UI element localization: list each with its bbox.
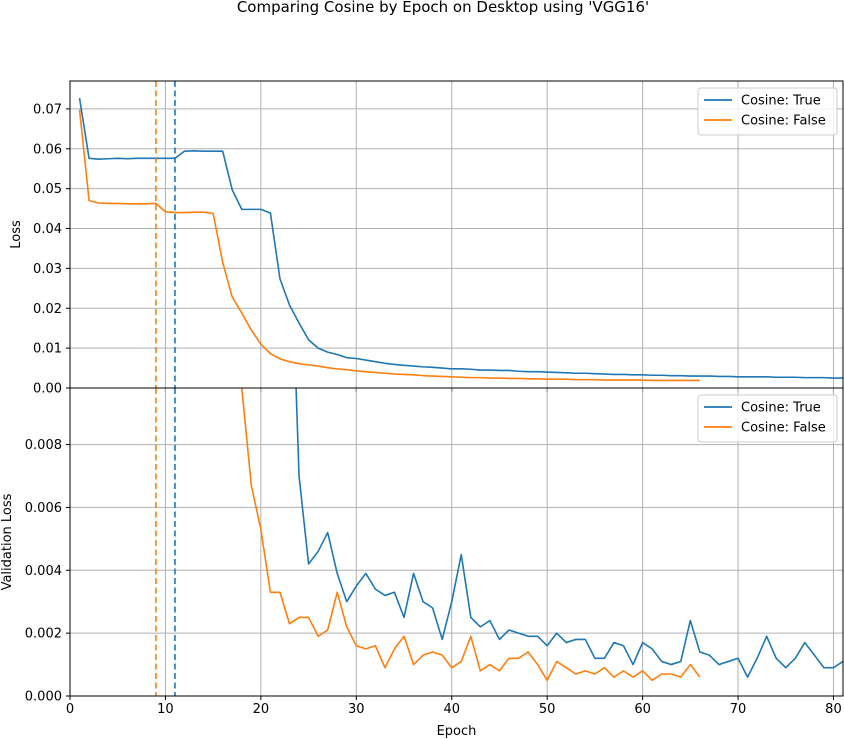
y-tick-label: 0.03	[33, 262, 62, 277]
legend-label-cosine-false: Cosine: False	[741, 421, 826, 436]
y-tick-label: 0.004	[25, 564, 62, 579]
x-tick-label: 60	[634, 702, 651, 717]
y-axis-label: Validation Loss	[0, 493, 15, 590]
y-tick-label: 0.01	[33, 342, 62, 357]
legend-label-cosine-true: Cosine: True	[741, 401, 821, 416]
legend-label-cosine-false: Cosine: False	[741, 114, 826, 129]
y-tick-label: 0.002	[25, 627, 62, 642]
x-axis-label: Epoch	[437, 724, 477, 739]
panel-top: 0.00 0.01 0.02 0.03 0.04 0.05 0.06 0.07 Loss Cosi…	[9, 80, 844, 397]
x-tick-label: 40	[443, 702, 460, 717]
x-tick-label: 20	[253, 702, 270, 717]
legend: Cosine: True Cosine: False	[697, 394, 838, 443]
x-tick-label: 50	[539, 702, 556, 717]
x-tick-label: 10	[157, 702, 174, 717]
x-tick-label: 30	[348, 702, 365, 717]
legend: Cosine: True Cosine: False	[697, 87, 838, 136]
legend-box	[697, 87, 838, 136]
y-axis-label: Loss	[9, 220, 24, 249]
series-line-cosine-false	[240, 388, 701, 682]
y-tick-label: 0.04	[33, 222, 62, 237]
x-tick-label: 70	[730, 702, 747, 717]
x-tick-label: 0	[66, 702, 74, 717]
legend-label-cosine-true: Cosine: True	[741, 94, 821, 109]
y-tick-label: 0.06	[33, 142, 62, 157]
chart-title: Comparing Cosine by Epoch on Desktop usi…	[237, 0, 649, 16]
y-tick-label: 0.008	[25, 438, 62, 453]
x-tick-label: 80	[825, 702, 842, 717]
series-line-cosine-true	[295, 388, 843, 678]
y-tick-label: 0.05	[33, 182, 62, 197]
legend-box	[697, 394, 838, 443]
y-tick-label: 0.000	[25, 690, 62, 705]
plot-area	[78, 98, 843, 382]
y-tick-label: 0.006	[25, 501, 62, 516]
panel-bottom: 0 10 20 30 40 50 60 70 80 0.000 0.002 0.004 0.006 0.0…	[0, 387, 844, 739]
y-tick-label: 0.00	[33, 382, 62, 397]
y-tick-label: 0.07	[33, 102, 62, 117]
y-tick-label: 0.02	[33, 302, 62, 317]
axes-frame	[69, 387, 844, 697]
series-line-cosine-true	[78, 98, 843, 379]
series-line-cosine-false	[78, 109, 700, 382]
plot-area	[240, 388, 843, 682]
